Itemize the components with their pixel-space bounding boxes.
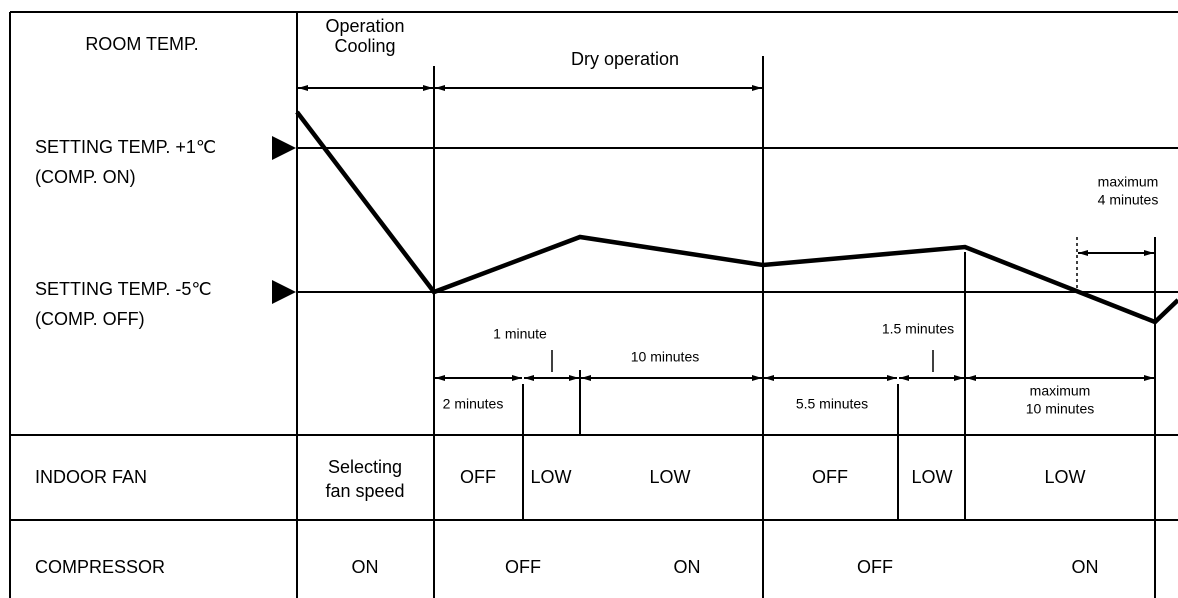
compressor-state: ON (1072, 557, 1099, 577)
grid (9, 11, 1178, 598)
room-temp-curve (295, 110, 1178, 325)
interval-label: 1 minute (493, 326, 547, 342)
interval-label: 10 minutes (1026, 401, 1094, 417)
row-label: INDOOR FAN (35, 467, 147, 487)
phase-label: Dry operation (571, 49, 679, 69)
interval-label: maximum (1030, 383, 1091, 399)
interval-label: 1.5 minutes (882, 321, 954, 337)
compressor-state: ON (674, 557, 701, 577)
fan-state: LOW (911, 467, 952, 487)
row-label: COMPRESSOR (35, 557, 165, 577)
fan-state: LOW (530, 467, 571, 487)
fan-state: OFF (460, 467, 496, 487)
compressor-state: ON (352, 557, 379, 577)
level-label: (COMP. ON) (35, 167, 136, 187)
fan-state: LOW (1044, 467, 1085, 487)
compressor-state: OFF (505, 557, 541, 577)
row-label: ROOM TEMP. (85, 34, 198, 54)
interval-label: 5.5 minutes (796, 396, 868, 412)
level-label: SETTING TEMP. +1℃ (35, 137, 216, 157)
fan-state: OFF (812, 467, 848, 487)
dimension-arrows (298, 85, 1154, 381)
interval-label: 10 minutes (631, 349, 699, 365)
level-label: SETTING TEMP. -5℃ (35, 279, 212, 299)
phase-label: Cooling (334, 36, 395, 56)
fan-state: LOW (649, 467, 690, 487)
fan-state: fan speed (325, 481, 404, 501)
fan-state: Selecting (328, 457, 402, 477)
level-label: (COMP. OFF) (35, 309, 145, 329)
interval-label: 2 minutes (443, 396, 504, 412)
interval-label: 4 minutes (1098, 192, 1159, 208)
phase-label: Operation (325, 16, 404, 36)
compressor-state: OFF (857, 557, 893, 577)
interval-label: maximum (1098, 174, 1159, 190)
